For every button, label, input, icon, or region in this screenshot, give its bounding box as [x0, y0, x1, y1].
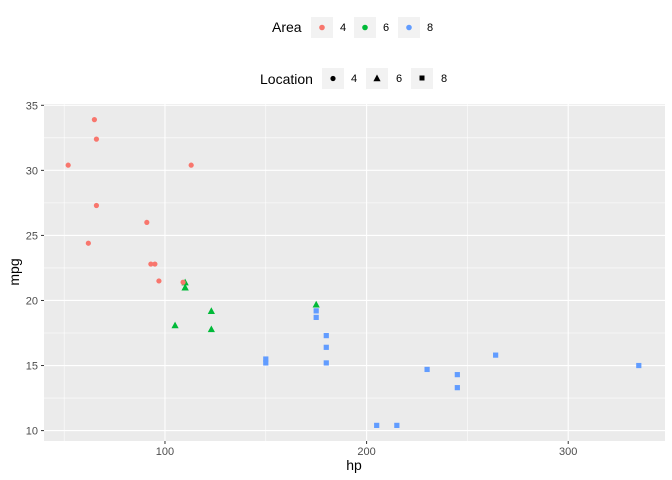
- data-point: [263, 356, 269, 362]
- x-tick-label: 100: [156, 446, 174, 458]
- data-point: [374, 422, 380, 428]
- data-point: [156, 278, 162, 284]
- location-legend-key-square: [419, 75, 425, 81]
- area-legend-title: Area: [272, 19, 302, 35]
- area-legend-key-6: [362, 24, 368, 31]
- data-point: [312, 300, 320, 308]
- data-point: [493, 352, 499, 358]
- data-point: [65, 162, 71, 168]
- data-point: [424, 366, 430, 373]
- data-point: [207, 325, 215, 333]
- location-legend-label-6: 6: [396, 73, 402, 85]
- data-point: [93, 202, 100, 209]
- minor-gridlines: [44, 104, 665, 441]
- y-tick-label: 15: [26, 361, 38, 373]
- data-point: [144, 219, 150, 226]
- data-points: [65, 117, 642, 428]
- location-legend-label-4: 4: [351, 73, 357, 85]
- data-point: [91, 117, 98, 123]
- area-legend-label-8: 8: [427, 22, 433, 34]
- data-point: [152, 261, 158, 267]
- area-legend-key-4: [319, 24, 325, 31]
- y-tick-label: 10: [26, 426, 38, 438]
- y-tick-label: 35: [26, 100, 38, 112]
- location-legend-label-8: 8: [441, 73, 447, 85]
- data-point: [394, 422, 400, 428]
- data-point: [313, 308, 319, 314]
- data-point: [454, 372, 460, 378]
- x-tick-label: 200: [357, 446, 375, 458]
- data-point: [148, 261, 154, 267]
- area-legend-label-6: 6: [383, 22, 389, 34]
- data-point: [181, 283, 189, 291]
- y-axis-ticks: 10 15 20 25 30 35: [26, 100, 44, 438]
- x-tick-label: 300: [559, 446, 577, 458]
- data-point: [207, 307, 215, 314]
- data-point: [323, 333, 329, 339]
- data-point: [263, 360, 269, 366]
- plot-panel: [44, 104, 665, 441]
- data-point: [323, 344, 329, 350]
- data-point: [636, 362, 642, 369]
- data-point: [313, 314, 319, 320]
- location-legend-key-circle: [330, 75, 336, 82]
- area-legend: Area 4 6 8: [272, 17, 433, 38]
- y-axis-title: mpg: [6, 258, 22, 285]
- x-axis-ticks: 100 200 300: [156, 441, 577, 458]
- location-legend-key-triangle: [373, 74, 381, 82]
- data-point: [323, 360, 329, 366]
- area-legend-label-4: 4: [340, 22, 346, 34]
- y-tick-label: 30: [26, 165, 38, 177]
- data-point: [454, 385, 460, 391]
- area-legend-key-8: [406, 24, 412, 31]
- data-point: [180, 279, 186, 285]
- data-point: [188, 162, 194, 168]
- data-point: [93, 136, 100, 142]
- location-legend: Location 4 6 8: [260, 68, 447, 89]
- major-gridlines: [44, 104, 665, 441]
- data-point: [171, 321, 179, 329]
- data-point: [85, 240, 91, 246]
- x-axis-title: hp: [346, 457, 362, 473]
- y-tick-label: 25: [26, 230, 38, 242]
- y-tick-label: 20: [26, 295, 38, 307]
- location-legend-title: Location: [260, 71, 313, 87]
